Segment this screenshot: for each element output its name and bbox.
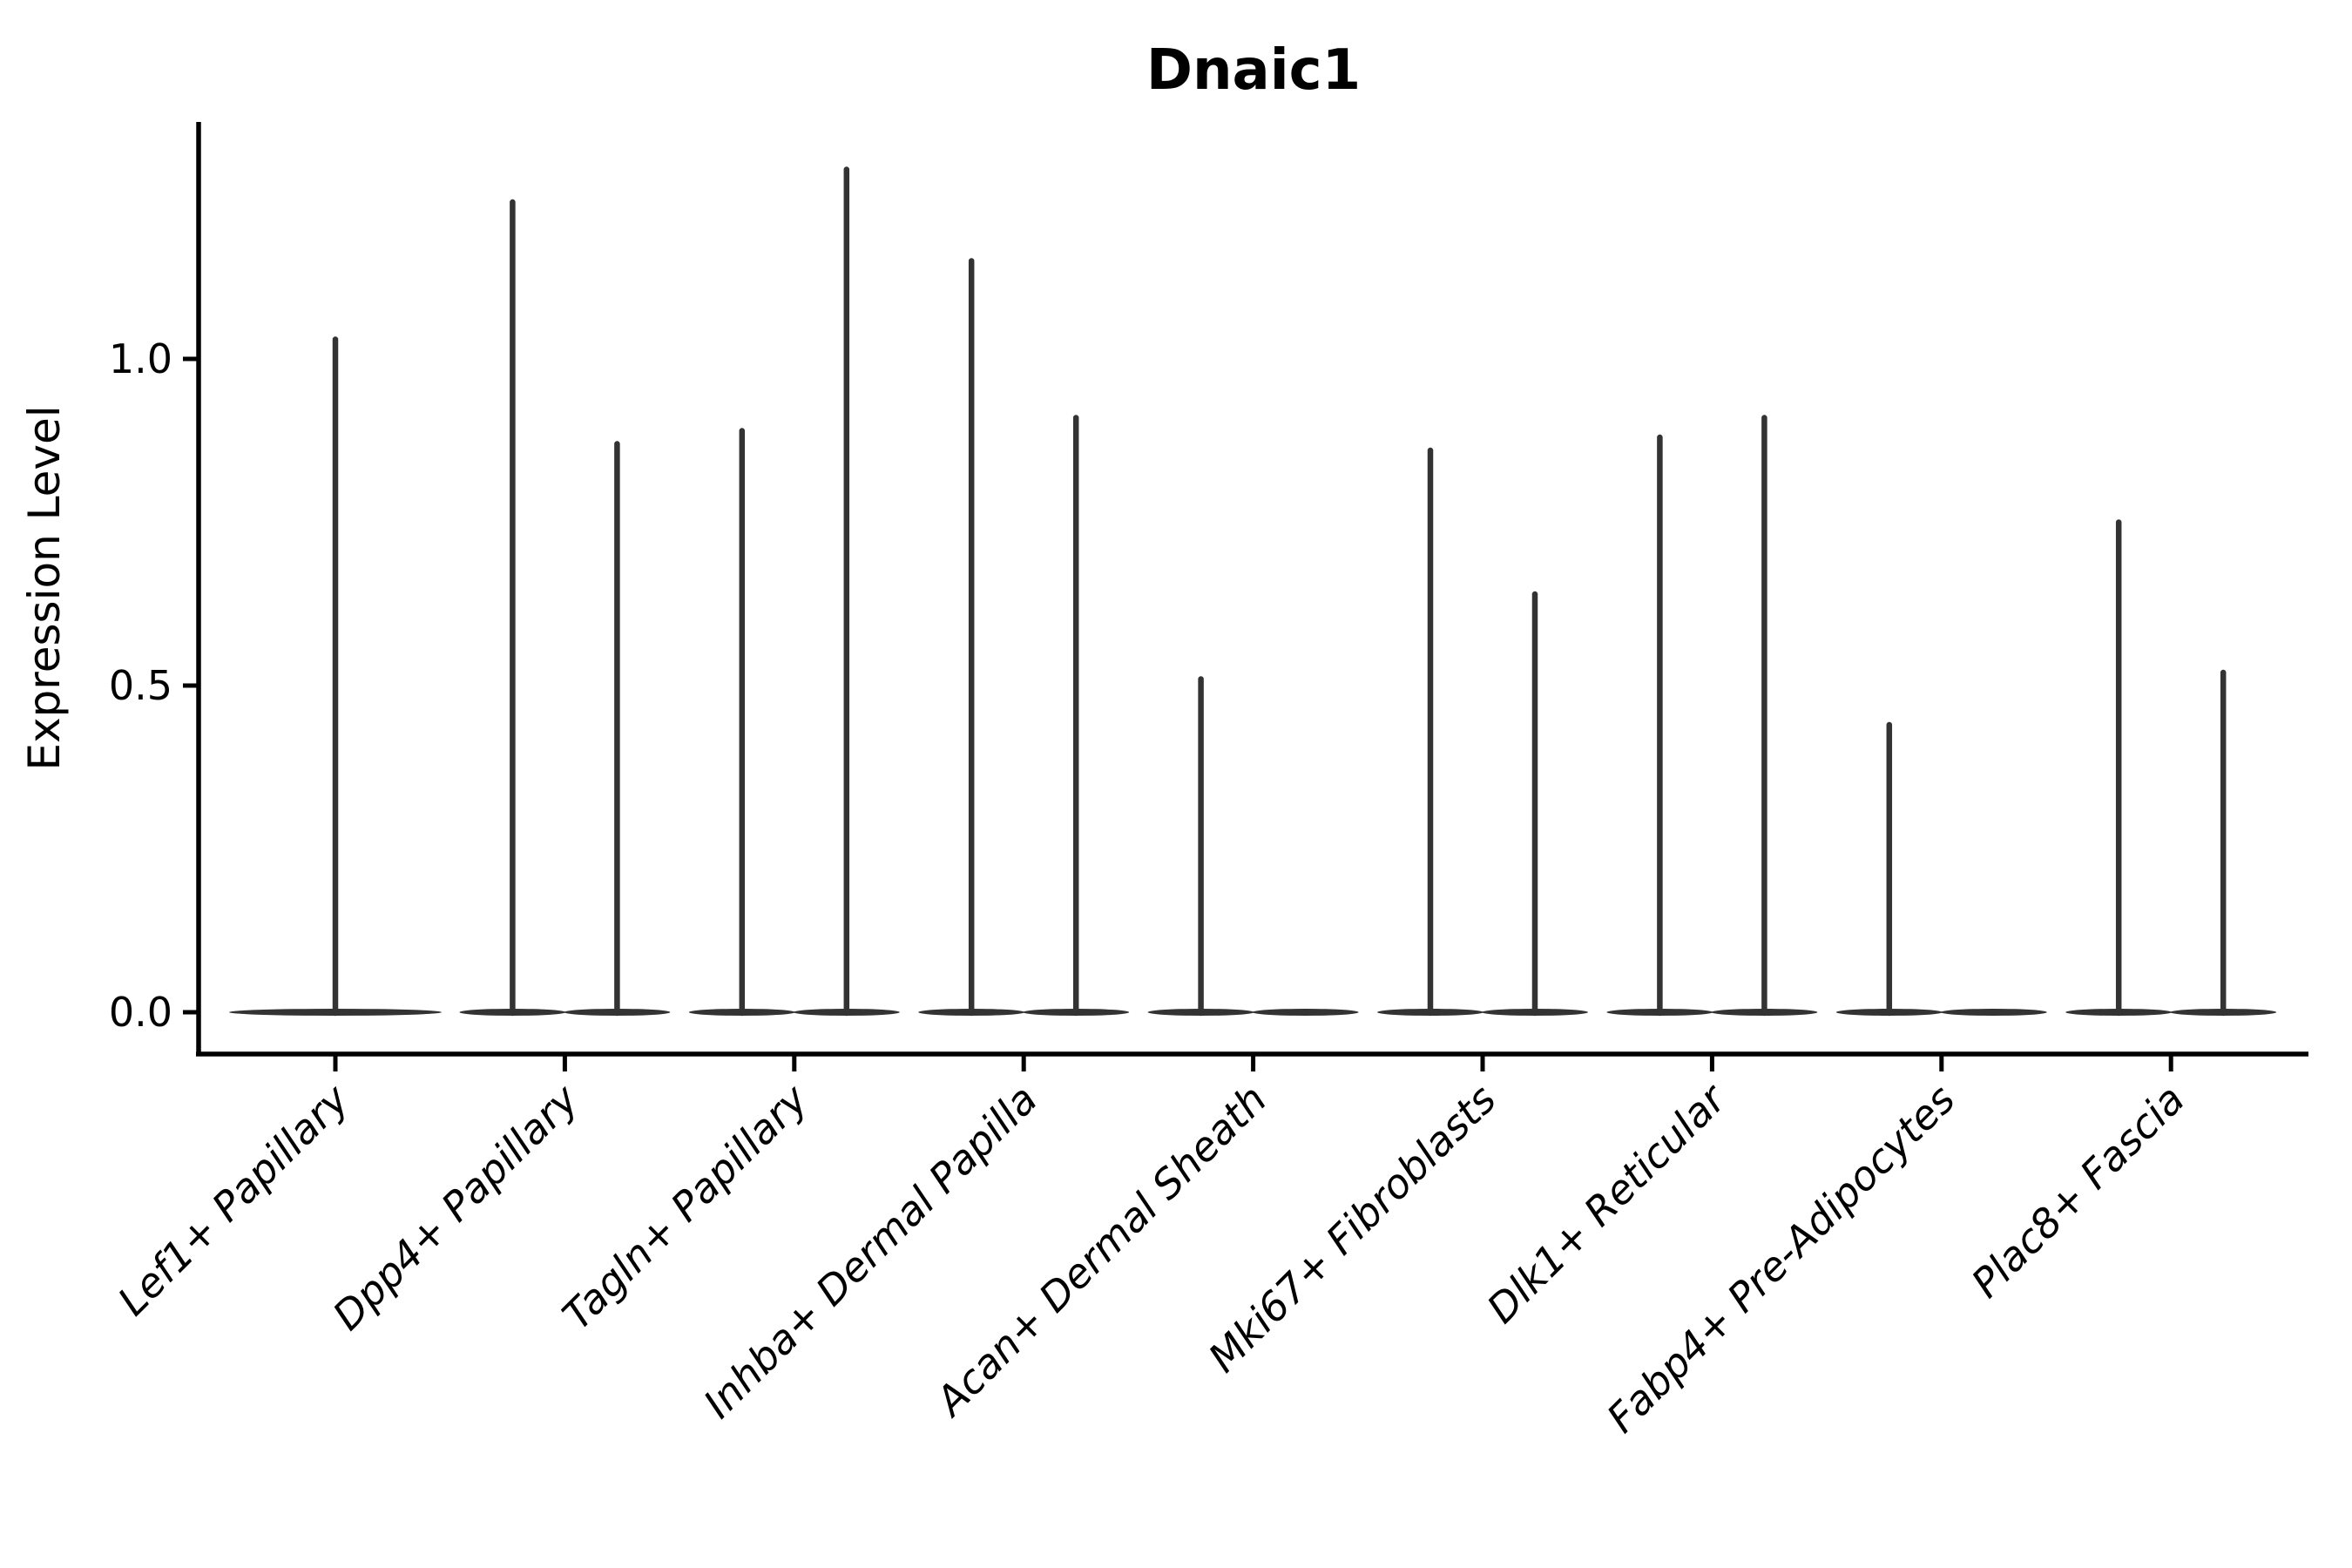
- chart-title: Dnaic1: [1146, 38, 1361, 103]
- violin-category: [918, 258, 1130, 1017]
- violin-category: [2065, 519, 2277, 1017]
- violin-category: [229, 336, 442, 1017]
- x-tick-label: Plac8+ Fascia: [1963, 1076, 2193, 1307]
- y-axis-ticks: 0.0 0.5 1.0: [109, 335, 199, 1036]
- violin-category: [459, 199, 671, 1017]
- violin-category: [1147, 676, 1359, 1017]
- violin-body: [1252, 1009, 1359, 1016]
- violin-category: [1377, 447, 1588, 1017]
- x-tick-label: Lef1+ Papillary: [109, 1075, 358, 1324]
- x-tick-label: Dlk1+ Reticular: [1478, 1073, 1737, 1332]
- violin-category: [1606, 415, 1818, 1017]
- violin-category: [1835, 721, 2047, 1017]
- violin-body: [1940, 1009, 2047, 1016]
- y-tick-label: 1.0: [109, 335, 172, 382]
- x-tick-label: Tagln+ Papillary: [553, 1075, 817, 1339]
- x-tick-label: Dpp4+ Papillary: [324, 1075, 588, 1339]
- violin-category: [688, 166, 900, 1017]
- violins: [229, 166, 2277, 1017]
- y-axis-label: Expression Level: [19, 405, 70, 770]
- y-tick-label: 0.5: [109, 662, 172, 709]
- y-tick-label: 0.0: [109, 989, 172, 1036]
